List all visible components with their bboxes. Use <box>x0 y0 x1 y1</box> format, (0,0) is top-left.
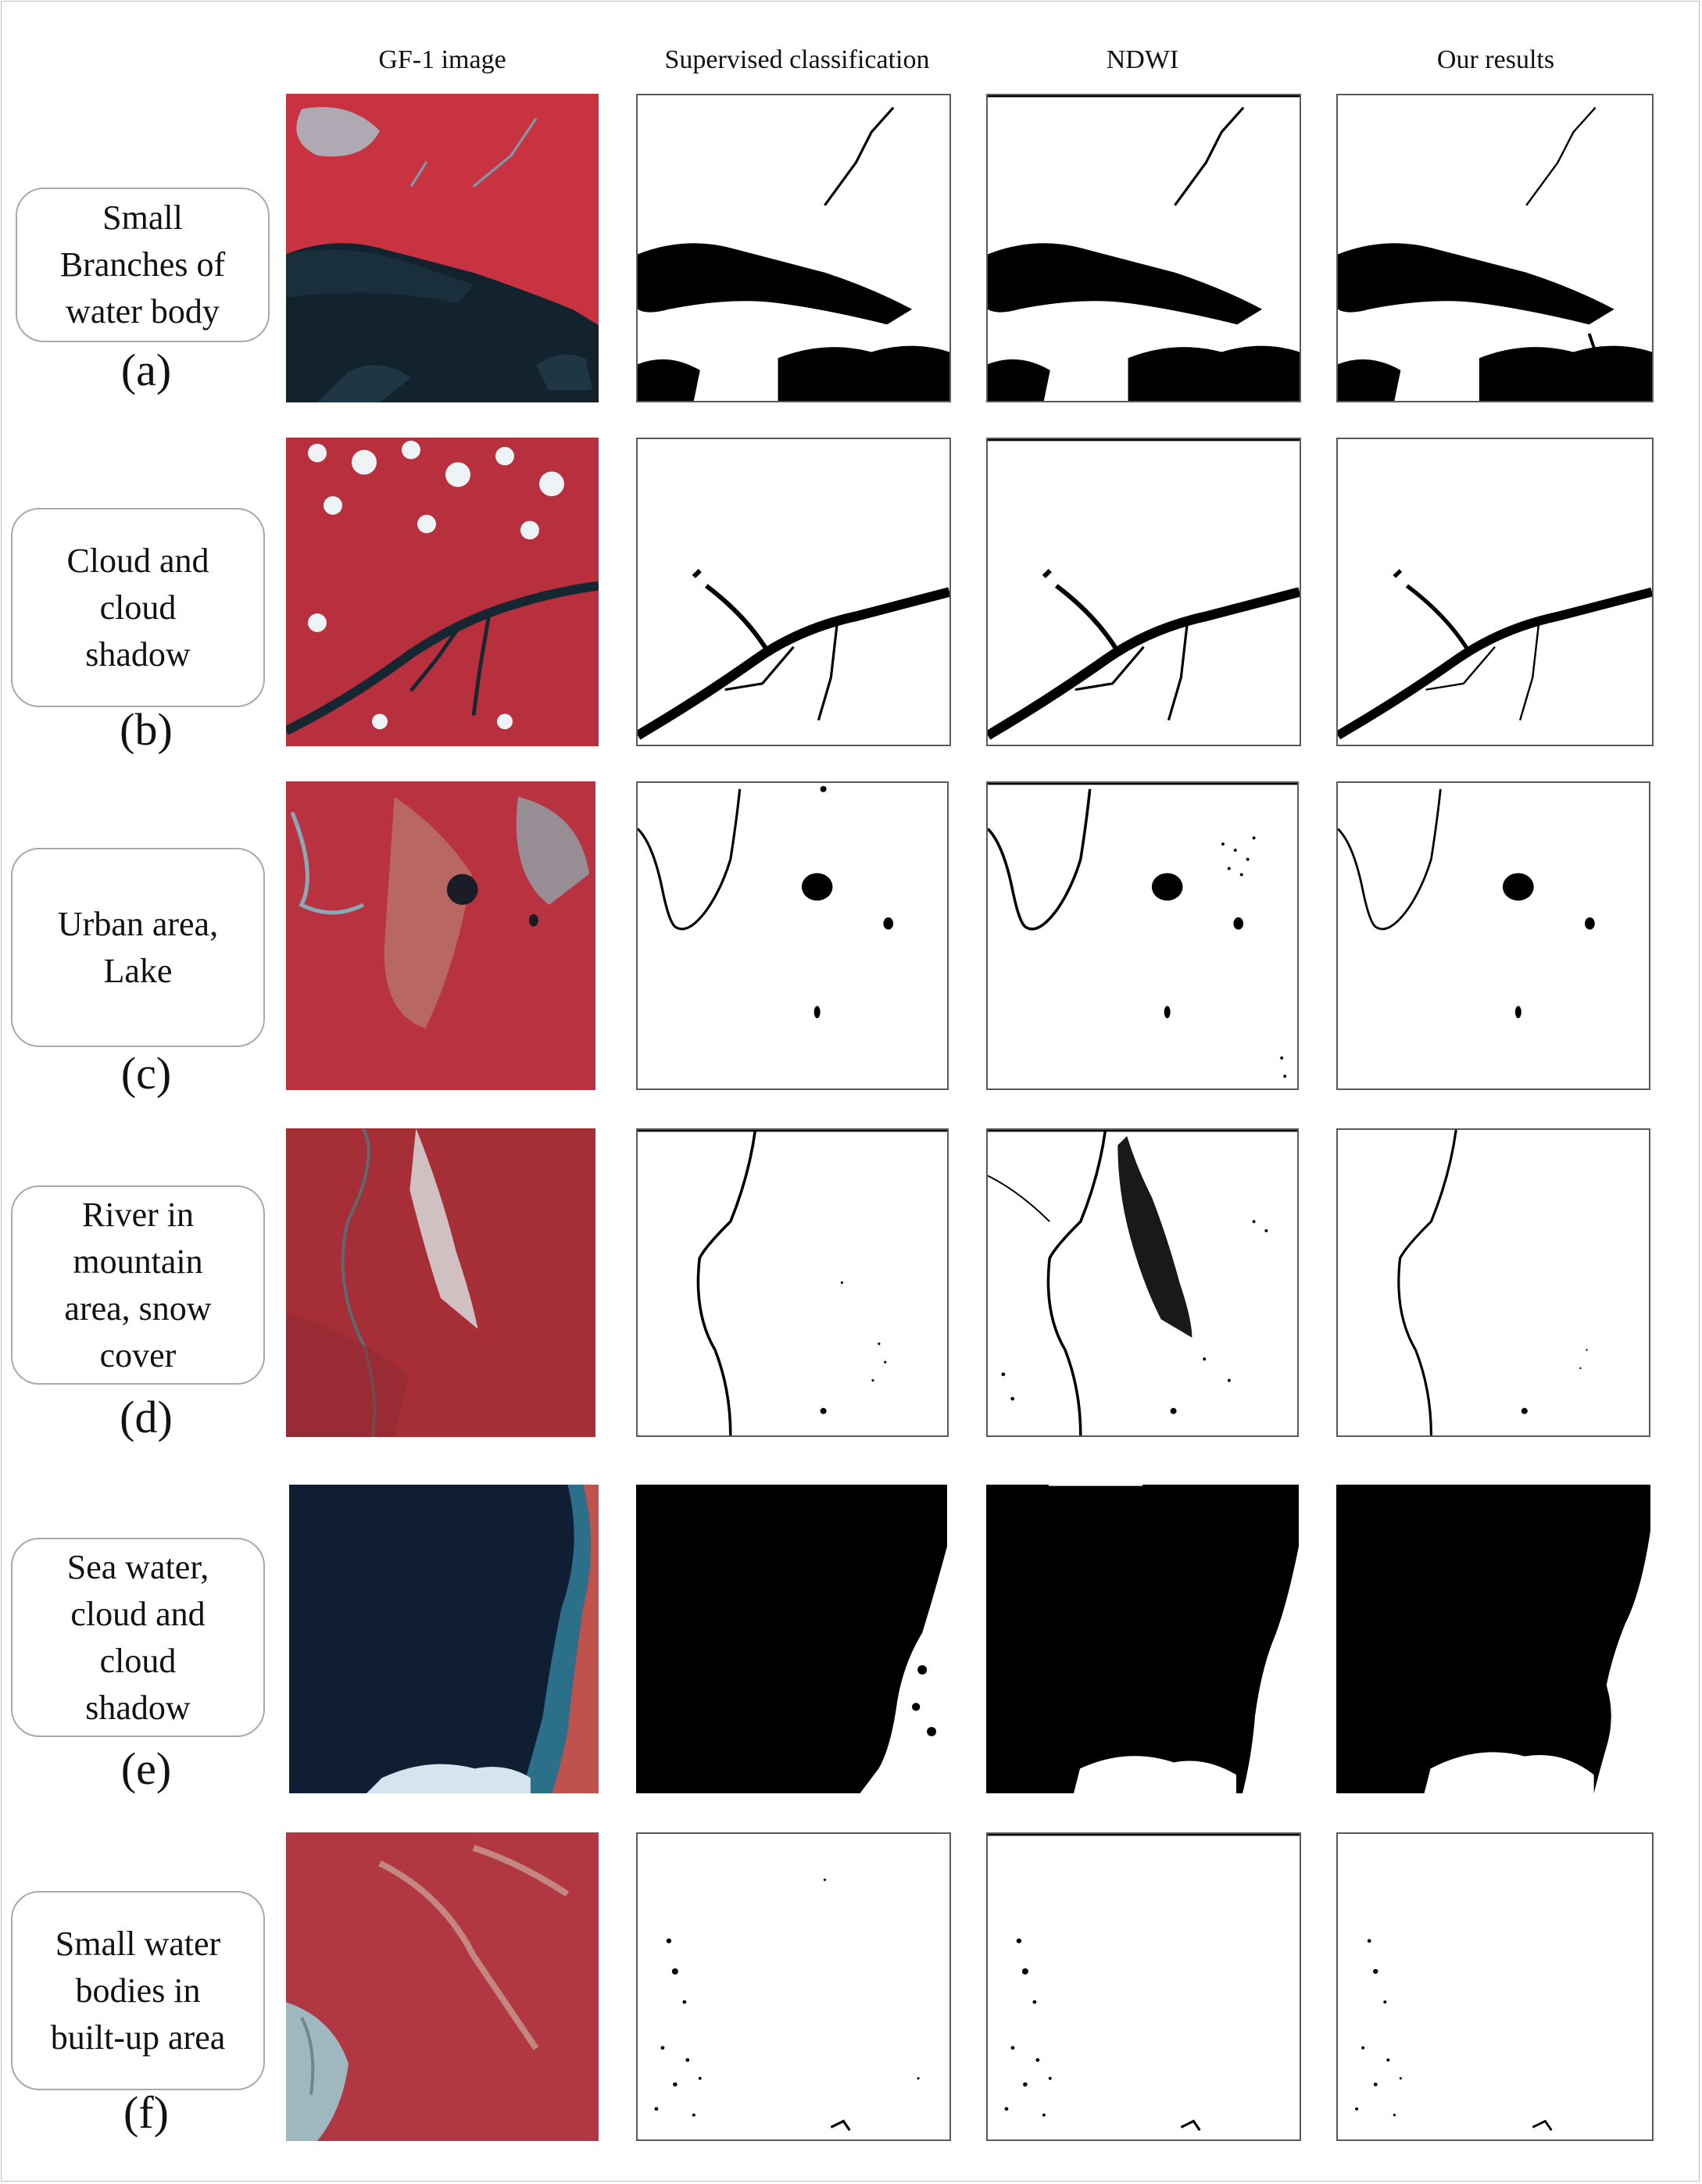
gf1-image-f <box>286 1832 599 2141</box>
ndwi-e <box>986 1485 1299 1793</box>
row-description-d: River in mountain area, snow cover <box>11 1185 265 1385</box>
gf1-image-a <box>286 94 599 402</box>
gf1-image-c <box>286 781 595 1090</box>
gf1-image-d <box>286 1128 595 1437</box>
our-results-b <box>1336 438 1654 746</box>
supervised-classification-f <box>636 1832 951 2141</box>
gf1-image-e <box>289 1485 599 1793</box>
our-results-d <box>1336 1128 1650 1437</box>
our-results-e <box>1336 1485 1650 1793</box>
row-label-a: (a) <box>120 345 172 395</box>
column-header-ndwi: NDWI <box>1106 45 1179 74</box>
column-header-supervised: Supervised classification <box>664 45 930 74</box>
column-header-our-results: Our results <box>1436 45 1555 74</box>
supervised-classification-a <box>636 94 951 402</box>
row-label-b: (b) <box>120 704 173 755</box>
row-description-e: Sea water, cloud and cloud shadow <box>11 1538 265 1737</box>
row-description-a: Small Branches of water body <box>16 188 270 342</box>
ndwi-f <box>986 1832 1301 2141</box>
our-results-c <box>1336 781 1650 1090</box>
row-label-c: (c) <box>120 1048 172 1099</box>
row-label-d: (d) <box>120 1392 173 1442</box>
supervised-classification-e <box>636 1485 947 1793</box>
column-header-gf1: GF-1 image <box>378 45 506 74</box>
supervised-classification-d <box>636 1128 949 1437</box>
gf1-image-b <box>286 438 599 746</box>
ndwi-d <box>986 1128 1299 1437</box>
row-description-f: Small water bodies in built-up area <box>11 1891 265 2090</box>
row-label-e: (e) <box>120 1743 172 1794</box>
row-label-f: (f) <box>123 2087 169 2138</box>
ndwi-c <box>986 781 1299 1090</box>
our-results-a <box>1336 94 1654 402</box>
row-description-b: Cloud and cloud shadow <box>11 508 265 707</box>
ndwi-a <box>986 94 1301 402</box>
supervised-classification-c <box>636 781 949 1090</box>
supervised-classification-b <box>636 438 951 746</box>
ndwi-b <box>986 438 1301 746</box>
row-description-c: Urban area, Lake <box>11 848 265 1047</box>
our-results-f <box>1336 1832 1654 2141</box>
